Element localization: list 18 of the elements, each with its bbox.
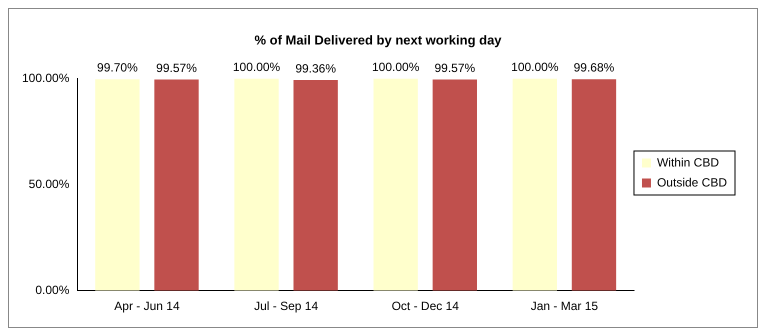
- x-tick-label: Apr - Jun 14: [114, 299, 180, 314]
- data-label: 99.57%: [156, 60, 198, 75]
- data-label: 100.00%: [511, 60, 559, 74]
- data-label: 100.00%: [372, 60, 420, 74]
- x-tick-label: Jan - Mar 15: [530, 299, 598, 314]
- data-label: 99.36%: [295, 61, 336, 76]
- legend-label: Outside CBD: [656, 175, 728, 190]
- data-label: 100.00%: [232, 60, 281, 74]
- x-tick-label: Jul - Sep 14: [254, 299, 318, 314]
- data-label: 99.70%: [97, 60, 138, 75]
- data-label: 99.57%: [434, 60, 476, 75]
- y-tick-label: 50.00%: [28, 176, 70, 191]
- y-tick-label: 0.00%: [35, 282, 70, 297]
- data-label: 99.68%: [574, 60, 615, 75]
- legend-label: Within CBD: [656, 155, 720, 170]
- chart-title: % of Mail Delivered by next working day: [254, 32, 502, 48]
- y-tick-label: 100.00%: [22, 70, 70, 85]
- x-tick-label: Oct - Dec 14: [392, 299, 460, 314]
